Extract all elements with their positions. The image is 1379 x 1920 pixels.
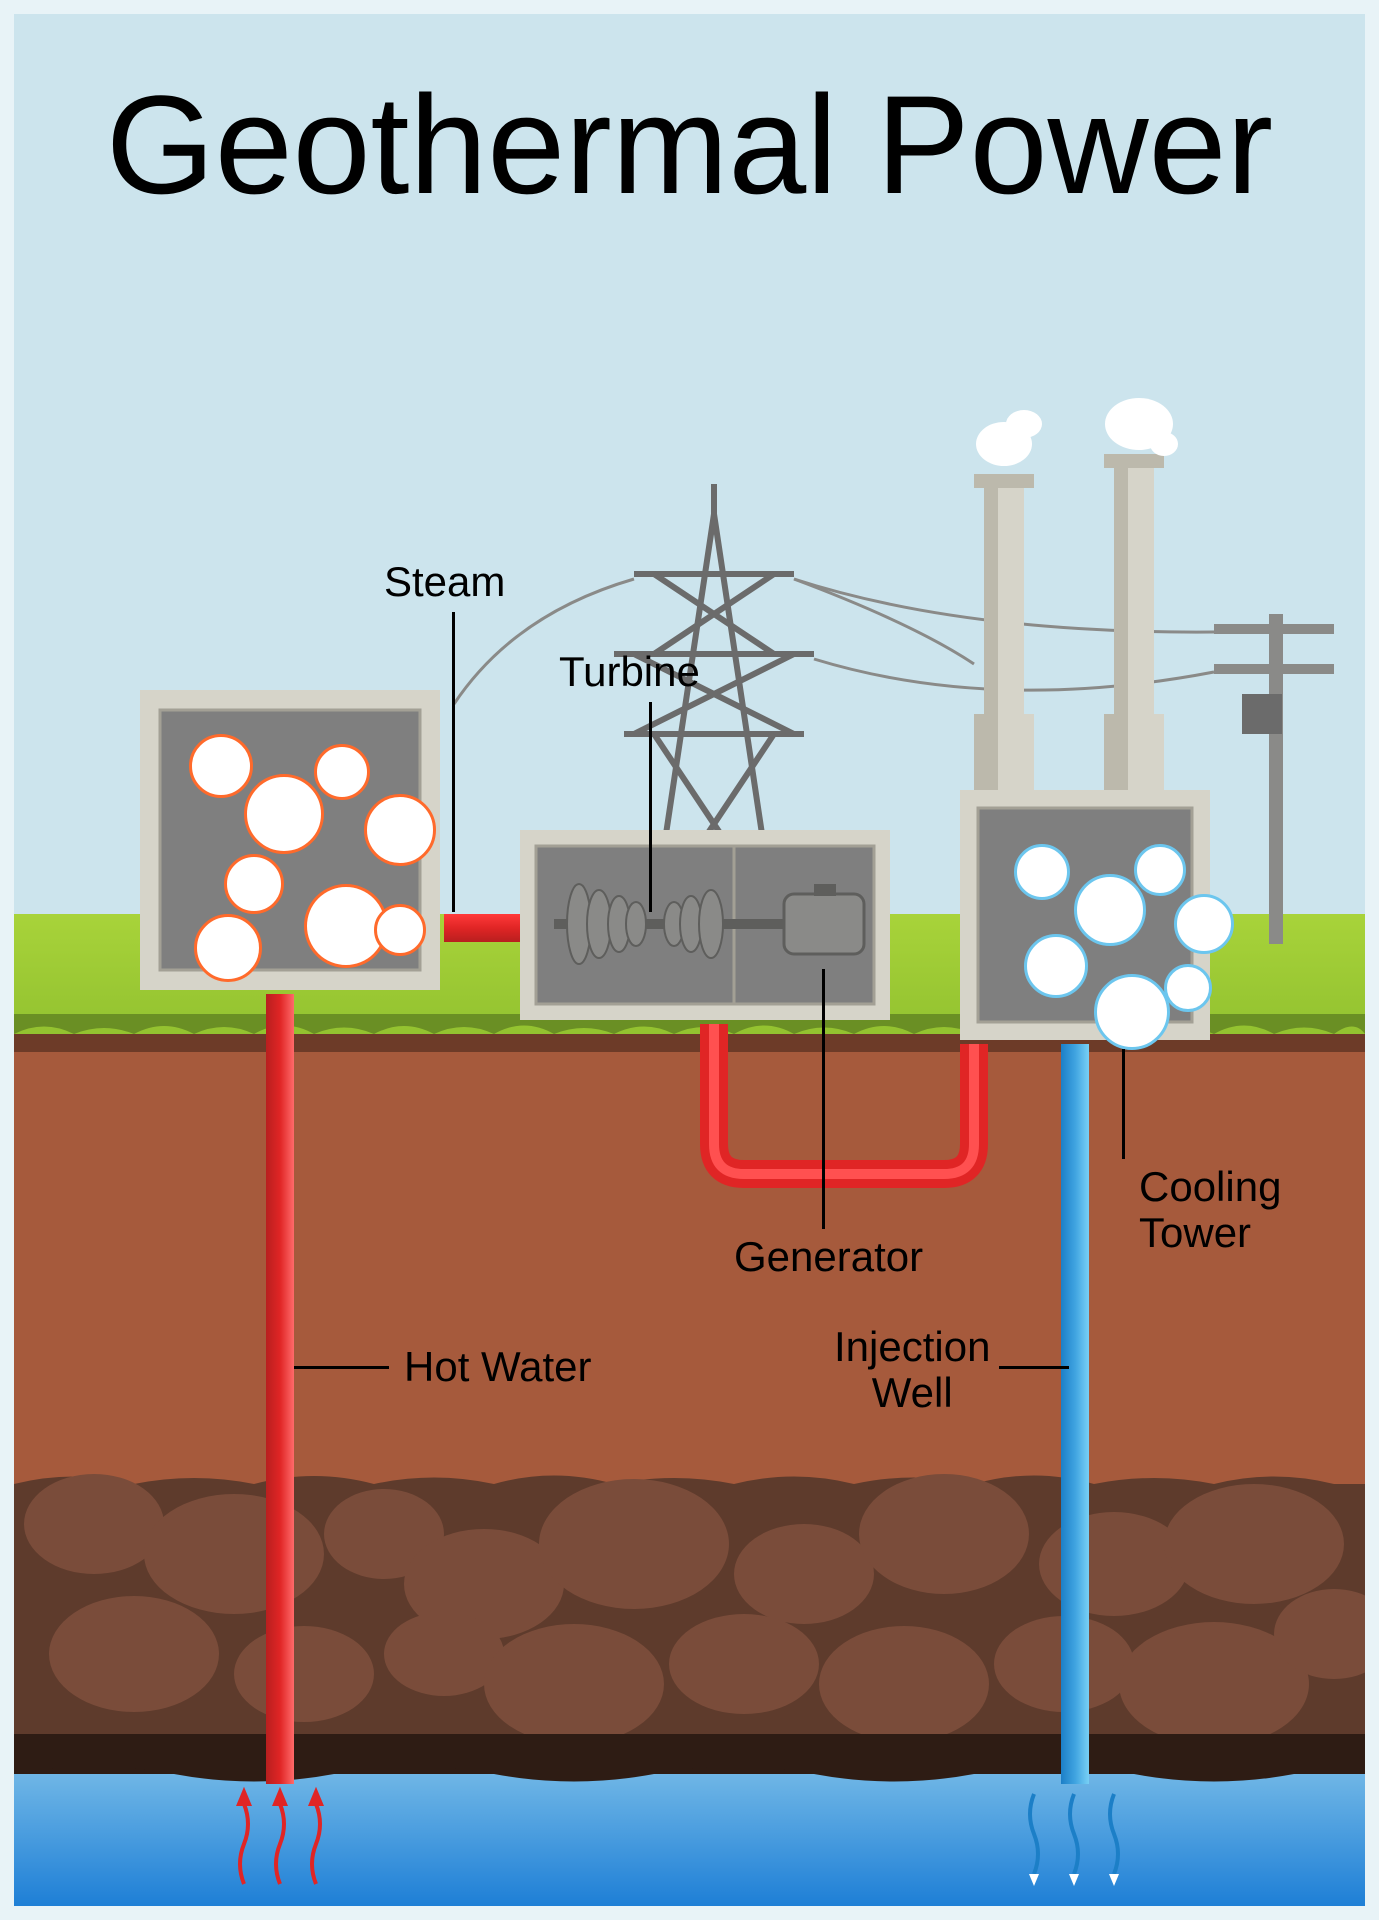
label-steam: Steam [384,559,505,605]
generator-block [784,894,864,954]
label-generator: Generator [734,1234,923,1280]
label-injection-l2: Well [872,1369,953,1416]
label-turbine: Turbine [559,649,700,695]
leader-hotwater [294,1366,389,1369]
label-hotwater: Hot Water [404,1344,591,1390]
hot-well-pipe [266,994,294,1784]
leader-turbine [649,702,652,912]
page-title: Geothermal Power [14,64,1365,226]
injection-well-pipe [1061,1044,1089,1784]
leader-generator [822,969,825,1229]
label-injection-l1: Injection [834,1323,990,1370]
label-injection: Injection Well [834,1324,990,1416]
leader-cooling [1122,1049,1125,1159]
label-cooling-l2: Tower [1139,1209,1251,1256]
turbine-box [520,830,890,1020]
label-cooling-l1: Cooling [1139,1163,1281,1210]
leader-injection [999,1366,1069,1369]
leader-steam [452,612,455,912]
label-cooling: Cooling Tower [1139,1164,1281,1256]
diagram-canvas: Geothermal Power Steam Turbine Generator… [0,0,1379,1920]
